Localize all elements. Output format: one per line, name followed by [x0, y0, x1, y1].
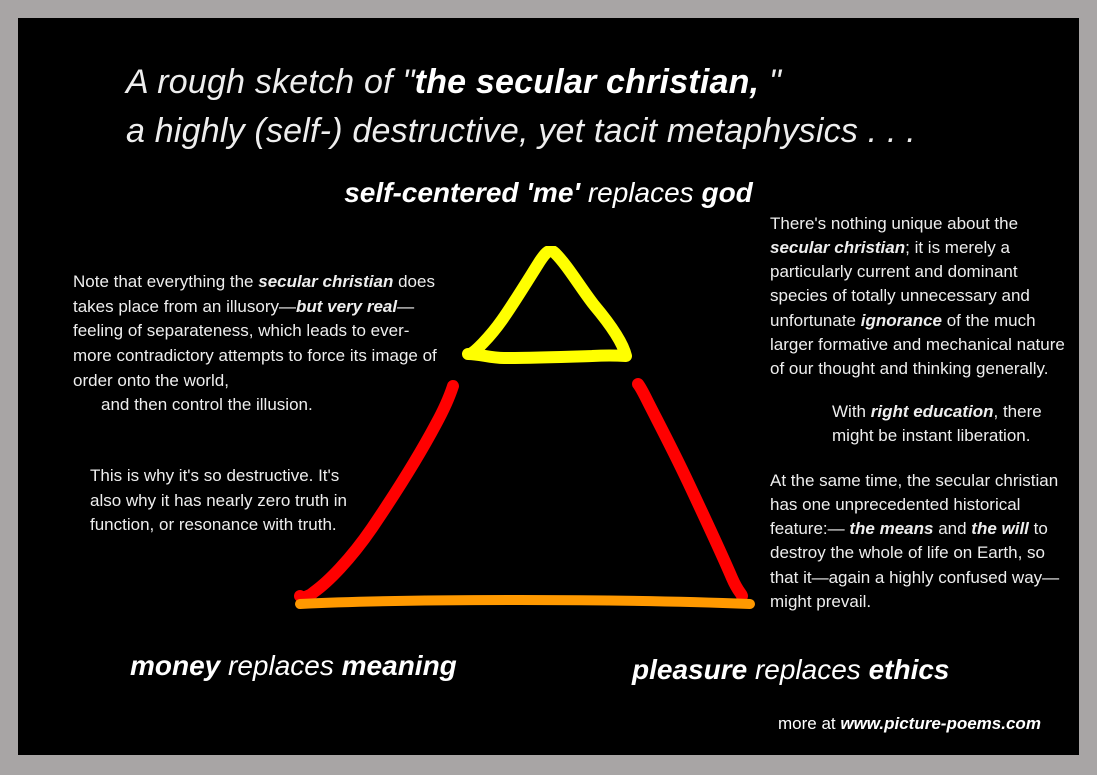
pyramid-red-right: [638, 384, 742, 596]
rp1-bi1: secular christian: [770, 238, 905, 257]
rp3-bi1: the means: [849, 519, 933, 538]
page: A rough sketch of "the secular christian…: [0, 0, 1097, 775]
title-bold: the secular christian,: [415, 63, 769, 101]
lp1-bi2: but very real: [296, 297, 397, 316]
right-paragraph-2: With right education, there might be ins…: [832, 400, 1072, 448]
lp1-t1: Note that everything the: [73, 272, 258, 291]
rp3-t2: and: [933, 519, 971, 538]
slide: A rough sketch of "the secular christian…: [18, 18, 1079, 755]
br-bold2: ethics: [869, 654, 950, 685]
more-at-lead: more at: [778, 714, 840, 733]
lp1-indent: and then control the illusion.: [73, 393, 313, 418]
title-open-quote: ": [402, 63, 414, 101]
top-label: self-centered 'me' replaces god: [18, 177, 1079, 209]
title-lead: A rough sketch of: [126, 63, 402, 101]
top-label-bold2: god: [701, 177, 752, 208]
br-mid: replaces: [747, 654, 868, 685]
more-at: more at www.picture-poems.com: [778, 714, 1041, 734]
title-line2: a highly (self-) destructive, yet tacit …: [126, 112, 916, 150]
title: A rough sketch of "the secular christian…: [126, 58, 916, 157]
right-paragraph-1: There's nothing unique about the secular…: [770, 212, 1075, 381]
pyramid-yellow-top: [468, 251, 626, 358]
bl-bold2: meaning: [342, 650, 457, 681]
rp2-t1: With: [832, 402, 871, 421]
rp1-t1: There's nothing unique about the: [770, 214, 1018, 233]
bl-mid: replaces: [220, 650, 341, 681]
br-bold1: pleasure: [632, 654, 747, 685]
title-close-quote: ": [769, 63, 781, 101]
more-at-url[interactable]: www.picture-poems.com: [840, 714, 1041, 733]
bottom-right-label: pleasure replaces ethics: [632, 654, 950, 686]
right-paragraph-3: At the same time, the secular christian …: [770, 469, 1075, 614]
pyramid-orange-base: [300, 600, 750, 604]
left-paragraph-2: This is why it's so destructive. It's al…: [90, 464, 370, 538]
rp3-bi2: the will: [971, 519, 1029, 538]
top-label-mid: replaces: [580, 177, 701, 208]
lp1-bi1: secular christian: [258, 272, 393, 291]
bottom-left-label: money replaces meaning: [130, 650, 457, 682]
top-label-bold1: self-centered 'me': [344, 177, 580, 208]
bl-bold1: money: [130, 650, 220, 681]
rp2-bi1: right education: [871, 402, 994, 421]
rp1-bi2: ignorance: [861, 311, 942, 330]
left-paragraph-1: Note that everything the secular christi…: [73, 270, 441, 418]
